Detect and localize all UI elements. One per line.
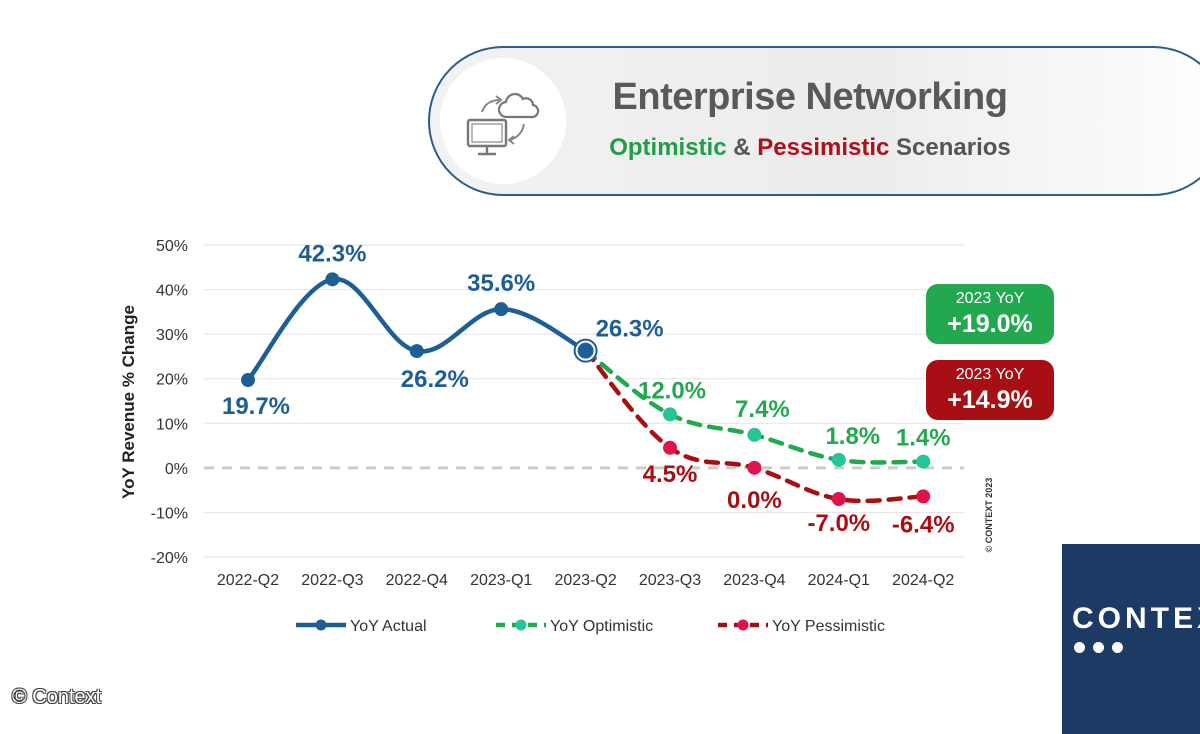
data-label-pessimistic: 4.5% xyxy=(643,461,698,488)
page-title: Enterprise Networking xyxy=(612,76,1008,118)
x-tick-label: 2022-Q3 xyxy=(301,572,363,589)
data-point-optimistic xyxy=(916,454,931,469)
x-tick-label: 2023-Q4 xyxy=(723,572,785,589)
subtitle-ampersand: & xyxy=(733,134,751,161)
y-tick-label: -10% xyxy=(151,505,188,522)
y-axis-title: YoY Revenue % Change xyxy=(119,305,138,499)
x-tick-label: 2024-Q1 xyxy=(808,572,870,589)
data-label-optimistic: 1.4% xyxy=(896,425,951,452)
data-point-actual xyxy=(409,344,424,359)
data-label-pessimistic: -7.0% xyxy=(807,510,870,537)
junction-point xyxy=(577,342,594,359)
legend-label-pessimistic: YoY Pessimistic xyxy=(772,618,885,635)
pessimistic-badge-label: 2023 YoY xyxy=(955,366,1025,383)
data-label-actual: 19.7% xyxy=(222,393,290,420)
legend-label-optimistic: YoY Optimistic xyxy=(550,618,653,635)
x-tick-label: 2022-Q2 xyxy=(217,572,279,589)
optimistic-badge-label: 2023 YoY xyxy=(955,290,1025,307)
data-label-actual: 26.3% xyxy=(596,316,664,343)
data-point-optimistic xyxy=(831,452,846,467)
data-label-optimistic: 1.8% xyxy=(825,423,880,450)
data-point-optimistic xyxy=(663,407,677,422)
y-tick-label: 10% xyxy=(156,416,188,433)
subtitle-scenarios: Scenarios xyxy=(896,134,1011,161)
x-tick-label: 2023-Q2 xyxy=(554,572,616,589)
y-tick-label: 30% xyxy=(156,327,188,344)
pessimistic-badge-value: +14.9% xyxy=(947,386,1033,414)
copyright-notice: © Context xyxy=(12,686,102,708)
x-tick-label: 2023-Q3 xyxy=(639,572,701,589)
legend-marker-actual xyxy=(315,619,327,631)
data-label-pessimistic: 0.0% xyxy=(727,487,782,514)
optimistic-yoy-badge: 2023 YoY +19.0% xyxy=(926,284,1054,344)
y-tick-label: -20% xyxy=(151,550,188,567)
legend-marker-pessimistic xyxy=(737,619,749,631)
data-point-pessimistic xyxy=(663,440,677,455)
pessimistic-yoy-badge: 2023 YoY +14.9% xyxy=(926,360,1054,420)
data-label-optimistic: 7.4% xyxy=(735,396,790,423)
subtitle-optimistic: Optimistic xyxy=(609,134,727,161)
data-label-actual: 42.3% xyxy=(298,240,366,267)
y-tick-label: 50% xyxy=(156,238,188,255)
y-tick-label: 40% xyxy=(156,283,188,300)
data-point-pessimistic xyxy=(831,492,846,507)
y-tick-label: 20% xyxy=(156,372,188,389)
data-point-pessimistic xyxy=(916,489,931,504)
data-point-actual xyxy=(241,373,255,388)
data-point-actual xyxy=(325,272,340,287)
watermark: © CONTEXT 2023 xyxy=(984,478,994,553)
data-label-actual: 35.6% xyxy=(467,270,535,297)
logo-dots xyxy=(1074,640,1131,658)
y-tick-label: 0% xyxy=(165,461,188,478)
x-tick-label: 2022-Q4 xyxy=(386,572,448,589)
data-label-pessimistic: -6.4% xyxy=(892,511,955,538)
legend-marker-optimistic xyxy=(515,619,527,631)
data-label-optimistic: 12.0% xyxy=(638,377,706,404)
data-point-actual xyxy=(494,302,509,317)
subtitle-pessimistic: Pessimistic xyxy=(757,134,890,161)
optimistic-badge-value: +19.0% xyxy=(947,310,1033,338)
data-label-actual: 26.2% xyxy=(401,366,469,393)
logo-text: CONTEX xyxy=(1072,602,1200,635)
legend-label-actual: YoY Actual xyxy=(350,618,427,635)
data-point-pessimistic xyxy=(747,460,762,475)
page-subtitle: Optimistic & Pessimistic Scenarios xyxy=(590,134,1030,162)
x-tick-label: 2023-Q1 xyxy=(470,572,532,589)
context-logo: CONTEX xyxy=(1062,544,1200,734)
data-point-optimistic xyxy=(747,427,762,442)
x-tick-label: 2024-Q2 xyxy=(892,572,954,589)
cloud-computer-sync-icon xyxy=(440,58,566,184)
